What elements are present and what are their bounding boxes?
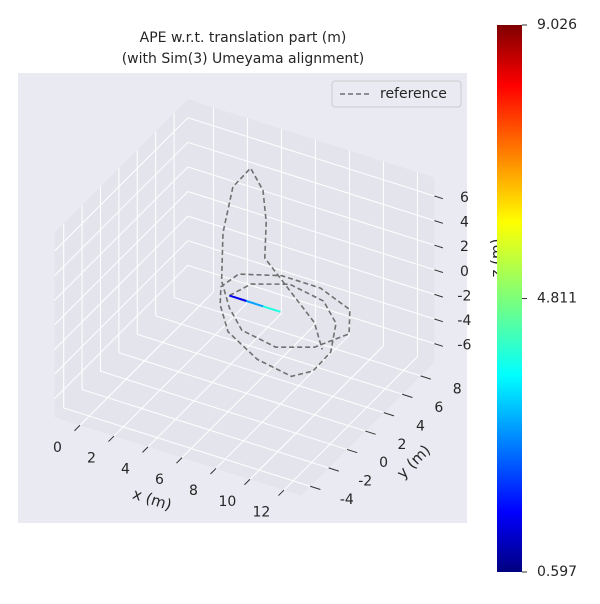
y-tick-label: 2 [398, 437, 407, 453]
grid-line [215, 334, 350, 469]
z-tick-label: 6 [460, 190, 469, 206]
x-tick-label: 2 [87, 451, 96, 467]
y-tick-label: -2 [358, 474, 372, 490]
y-tick [310, 485, 321, 490]
grid-line [283, 356, 418, 491]
z-tick-label: 2 [460, 239, 469, 255]
z-tick-label: -6 [457, 338, 471, 354]
z-tick [434, 195, 444, 200]
y-tick [402, 393, 413, 398]
z-tick [434, 343, 444, 347]
colorbar-tick-label: 9.026 [537, 17, 577, 33]
grid-line [54, 240, 189, 375]
z-tick [434, 318, 444, 323]
x-tick [210, 468, 217, 475]
y-tick-label: 4 [416, 418, 425, 434]
x-tick-label: 6 [155, 472, 164, 488]
colorbar [497, 25, 522, 572]
estimate-segment [246, 300, 264, 308]
y-tick [365, 430, 376, 435]
z-tick-label: -4 [457, 313, 471, 329]
grid-line [54, 215, 189, 350]
grid-line [249, 345, 384, 480]
chart-subtitle: (with Sim(3) Umeyama alignment) [122, 51, 365, 67]
grid-line [187, 141, 435, 222]
z-tick [434, 269, 444, 273]
y-tick-label: -4 [340, 492, 354, 508]
grid-line [155, 315, 403, 395]
z-tick-label: 0 [460, 264, 469, 280]
chart-title: APE w.r.t. translation part (m) [140, 30, 347, 46]
z-tick [434, 293, 444, 298]
z-tick [434, 244, 444, 249]
x-tick [278, 489, 285, 496]
grid-line [79, 291, 214, 426]
x-tick-label: 12 [253, 505, 271, 521]
grid-line [54, 264, 189, 400]
z-tick-label: -2 [457, 288, 471, 304]
grid-line [187, 240, 435, 320]
z-tick-label: 4 [460, 215, 469, 231]
y-tick [328, 467, 339, 472]
colorbar-tick-label: 4.811 [537, 291, 577, 307]
y-tick [420, 375, 431, 380]
grid-line [187, 264, 435, 345]
grid-line [187, 166, 435, 246]
x-tick-label: 0 [53, 440, 62, 456]
y-tick-label: 6 [434, 400, 443, 416]
grid-line [100, 370, 348, 450]
grid-line [118, 352, 366, 432]
grid-line [187, 117, 435, 197]
grid-line [137, 333, 384, 414]
x-tick [244, 478, 251, 486]
grid-line [54, 117, 189, 252]
legend-label: reference [380, 86, 447, 102]
grid-line [113, 302, 248, 437]
estimate-segment [263, 305, 281, 313]
x-tick [142, 446, 149, 453]
grid-line [54, 166, 189, 301]
reference-line [219, 166, 351, 378]
grid-line [54, 141, 189, 277]
grid-line [187, 215, 435, 295]
estimate-segment [229, 294, 247, 302]
x-tick-label: 10 [219, 494, 237, 510]
grid-line [173, 297, 421, 377]
y-tick [346, 448, 358, 454]
x-tick [74, 424, 81, 432]
floor-pane [54, 283, 435, 496]
y-tick-label: 8 [453, 382, 462, 398]
x-tick-label: 8 [189, 483, 198, 499]
grid-line [81, 389, 329, 469]
x-tick-label: 4 [121, 461, 130, 477]
grid-line [63, 407, 311, 487]
z-tick [434, 220, 444, 224]
y-tick-label: 0 [379, 455, 388, 471]
x-tick [108, 435, 115, 442]
x-tick [176, 457, 183, 464]
grid-line [54, 191, 189, 326]
colorbar-tick-label: 0.597 [537, 564, 577, 580]
legend [331, 80, 462, 108]
grid-line [147, 313, 282, 448]
y-tick [383, 412, 395, 417]
